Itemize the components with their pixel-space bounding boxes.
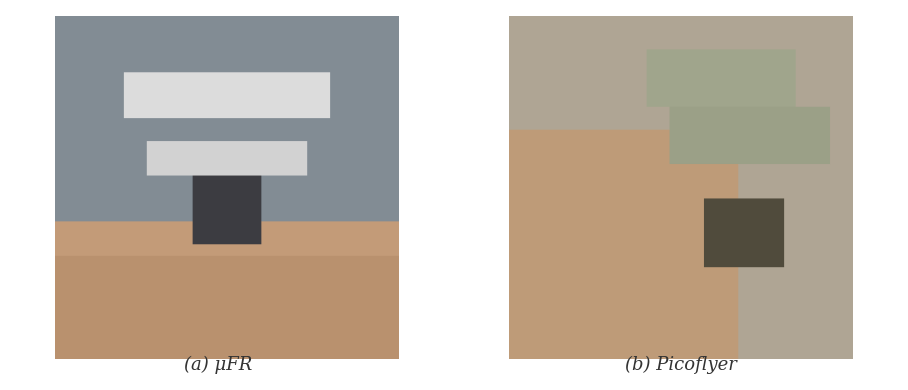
Text: (a) μFR: (a) μFR bbox=[183, 356, 252, 374]
Text: (b) Picoflyer: (b) Picoflyer bbox=[625, 356, 737, 374]
